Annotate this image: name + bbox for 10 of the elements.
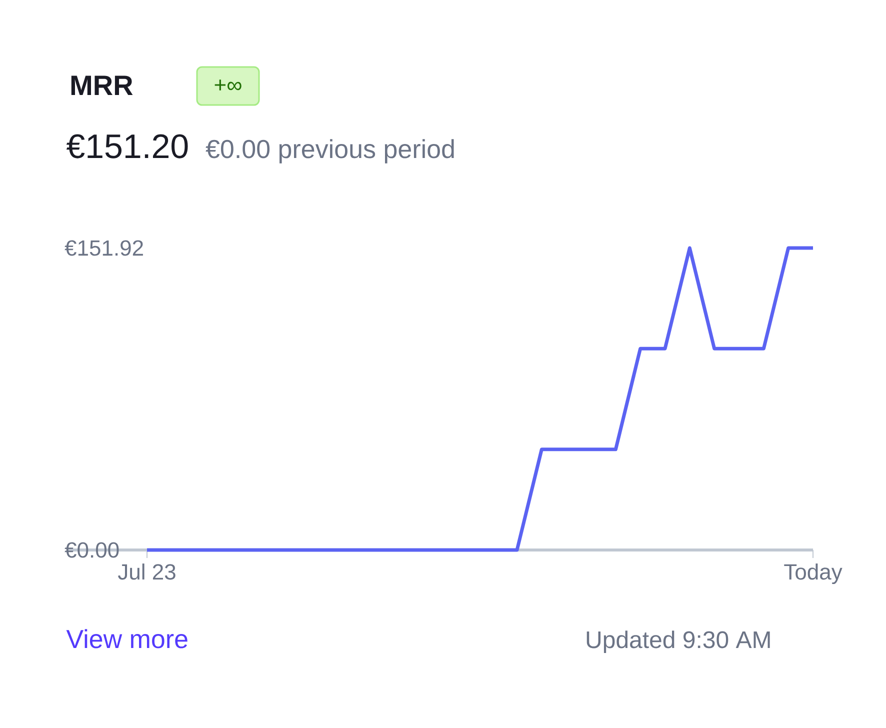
text: €0.00 previous period [206,139,454,164]
x-tick-label: Today [784,564,842,584]
chart-title: MRR [71,76,133,95]
y-tick-label: €0.00 [64,542,119,558]
text: +∞ [214,80,242,90]
text: Updated 9:30 AM [586,630,770,653]
y-tick-label: €151.92 [64,240,143,256]
text: View more [66,629,188,648]
x-tick-label: Jul 23 [118,564,176,580]
chart-subtitle: €151.20 [66,134,188,158]
